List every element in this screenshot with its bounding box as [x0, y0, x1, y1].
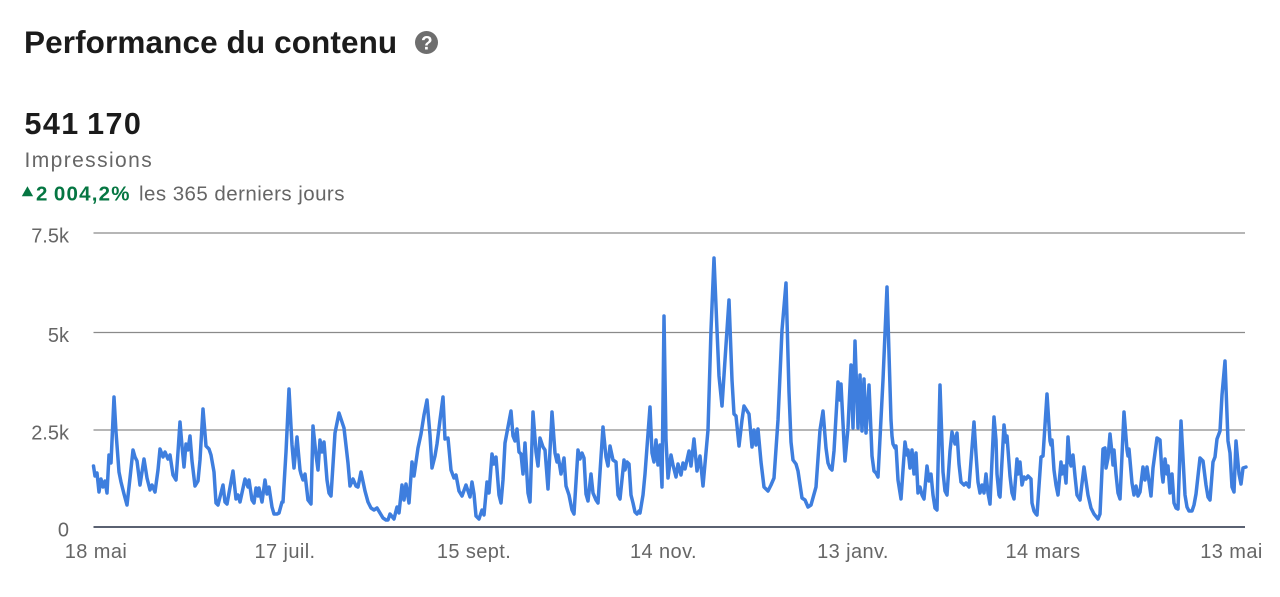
svg-text:14 nov.: 14 nov. — [630, 541, 697, 563]
svg-text:2.5k: 2.5k — [31, 423, 70, 445]
svg-text:Impressions: Impressions — [25, 149, 154, 172]
svg-text:17 juil.: 17 juil. — [254, 541, 315, 563]
svg-text:18 mai: 18 mai — [65, 541, 127, 563]
svg-text:15 sept.: 15 sept. — [437, 541, 511, 563]
svg-text:14 mars: 14 mars — [1005, 541, 1080, 563]
svg-text:5k: 5k — [48, 325, 70, 347]
svg-text:Performance du contenu: Performance du contenu — [24, 24, 397, 60]
svg-text:7.5k: 7.5k — [31, 226, 70, 248]
svg-text:?: ? — [421, 34, 433, 55]
svg-text:0: 0 — [58, 520, 69, 542]
svg-text:les 365 derniers jours: les 365 derniers jours — [139, 183, 345, 206]
svg-text:13 mai: 13 mai — [1200, 541, 1262, 563]
svg-text:2 004,2%: 2 004,2% — [36, 183, 131, 206]
svg-text:541 170: 541 170 — [25, 107, 143, 141]
svg-text:13 janv.: 13 janv. — [817, 541, 889, 563]
